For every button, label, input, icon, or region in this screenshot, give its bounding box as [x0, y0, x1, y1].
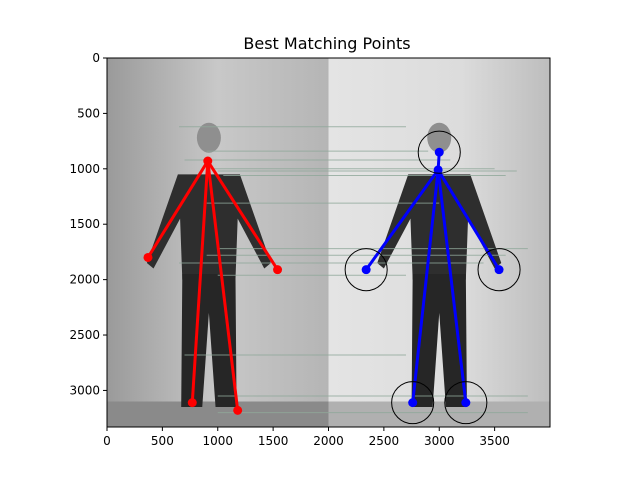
left-skeleton-point-2 — [187, 398, 197, 408]
left-skeleton-limb-2 — [190, 160, 210, 403]
keypoint-circle-4 — [444, 381, 488, 425]
left-skeleton-point-1 — [273, 265, 283, 275]
background-photo — [107, 58, 550, 427]
right-skeleton-limb-1 — [436, 169, 501, 271]
right-skeleton — [361, 147, 504, 408]
right-skeleton-point-1 — [494, 265, 504, 275]
right-skeleton-limb-3 — [436, 169, 468, 403]
person-head — [427, 122, 452, 153]
y-tick-label-3: 1500 — [69, 217, 100, 231]
y-tick-label-6: 3000 — [69, 383, 100, 397]
x-tick-label-1: 500 — [151, 434, 174, 448]
right-skeleton-point-head — [434, 147, 444, 157]
y-tick-label-5: 2500 — [69, 328, 100, 342]
x-tick-label-4: 2000 — [313, 434, 344, 448]
left-skeleton-limb-3 — [206, 160, 240, 411]
keypoint-circle-2 — [477, 248, 521, 292]
x-tick-label-7: 3500 — [479, 434, 510, 448]
x-tick-label-3: 1500 — [258, 434, 289, 448]
y-tick-label-2: 1000 — [69, 162, 100, 176]
person-torso — [377, 174, 502, 280]
left-skeleton-point-0 — [143, 252, 153, 262]
keypoint-circle-1 — [344, 248, 388, 292]
right-skeleton-limb-0 — [364, 169, 440, 271]
right-photo-floor — [328, 401, 550, 427]
keypoint-circles — [344, 130, 521, 425]
person-head — [196, 122, 221, 153]
x-tick-label-6: 3000 — [424, 434, 455, 448]
right-skeleton-point-3 — [461, 398, 471, 408]
x-tick-label-5: 2500 — [369, 434, 400, 448]
left-skeleton — [143, 156, 283, 415]
x-tick-label-2: 1000 — [202, 434, 233, 448]
keypoint-circle-3 — [391, 381, 435, 425]
y-tick-label-1: 500 — [77, 106, 100, 120]
right-skeleton-point-0 — [361, 265, 371, 275]
keypoint-circle-0 — [417, 130, 461, 174]
x-axis: 0 500 1000 1500 2000 2500 3000 3500 — [103, 427, 510, 448]
right-skeleton-point-2 — [408, 398, 418, 408]
y-axis: 0 500 1000 1500 2000 2500 3000 — [69, 51, 107, 397]
plot-area — [107, 58, 550, 427]
right-skeleton-point-neck — [433, 165, 443, 175]
x-tick-label-0: 0 — [103, 434, 111, 448]
person-torso — [146, 174, 271, 280]
left-skeleton-limb-0 — [146, 160, 210, 259]
matching-lines — [178, 126, 528, 414]
y-tick-label-4: 2000 — [69, 273, 100, 287]
left-skeleton-point-neck — [203, 156, 213, 166]
chart-title: Best Matching Points — [243, 34, 410, 53]
right-skeleton-limb-2 — [411, 169, 440, 403]
left-skeleton-limb-1 — [206, 160, 279, 271]
left-skeleton-point-3 — [233, 405, 243, 415]
y-tick-label-0: 0 — [92, 51, 100, 65]
